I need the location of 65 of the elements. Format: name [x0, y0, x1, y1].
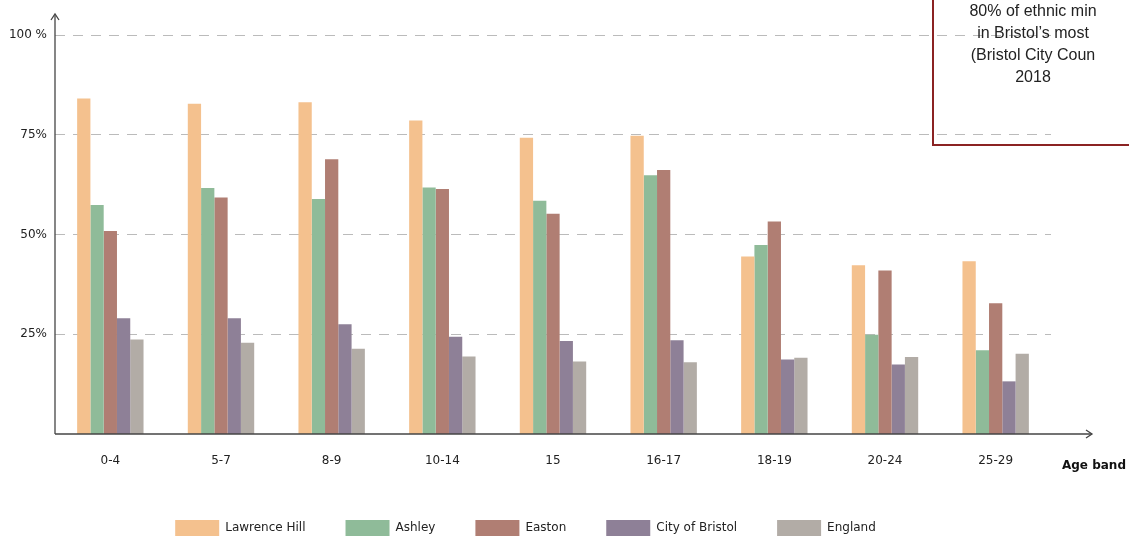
x-tick-label: 8-9	[321, 453, 342, 468]
bar	[325, 159, 339, 434]
bar	[103, 230, 117, 434]
bar	[865, 334, 879, 434]
bar	[851, 265, 866, 434]
bar	[435, 189, 449, 434]
bar	[683, 362, 697, 434]
bar	[214, 197, 228, 434]
bar	[1015, 353, 1029, 434]
y-tick-label: 100 %	[8, 27, 47, 42]
callout-box: 80% of ethnic min in Bristol’s most (Bristol City Coun 2018	[932, 0, 1129, 146]
bar	[891, 364, 905, 434]
bar	[1002, 381, 1016, 434]
x-axis-title: Age band	[1061, 458, 1126, 473]
bar	[975, 350, 990, 434]
bar	[298, 102, 312, 434]
bar	[130, 339, 144, 434]
bar	[741, 256, 755, 434]
x-tick-label: 15	[545, 453, 561, 468]
bar	[546, 213, 560, 434]
bar	[533, 200, 547, 434]
y-tick-label: 25%	[20, 326, 47, 341]
legend-label: City of Bristol	[656, 520, 738, 535]
x-tick-label: 25-29	[978, 453, 1014, 468]
legend-label: Lawrence Hill	[225, 520, 306, 535]
bar	[409, 120, 423, 434]
bar	[643, 175, 658, 434]
bar	[572, 361, 587, 434]
bar	[904, 357, 919, 434]
x-tick-label: 16-17	[646, 453, 682, 468]
bar	[77, 98, 91, 434]
legend-label: Ashley	[395, 520, 436, 535]
bar	[794, 357, 808, 434]
bar	[657, 169, 671, 434]
bar	[670, 340, 684, 434]
bar	[754, 244, 768, 434]
bar	[227, 318, 241, 434]
bar	[90, 205, 104, 434]
bar	[519, 137, 534, 434]
bar	[338, 324, 352, 434]
bar	[630, 135, 644, 434]
bar	[116, 318, 131, 434]
bar	[989, 303, 1003, 434]
bar	[767, 221, 781, 434]
bar	[240, 342, 255, 434]
x-tick-label: 18-19	[756, 453, 792, 468]
y-tick-label: 50%	[20, 226, 47, 241]
x-tick-label: 5-7	[211, 453, 231, 468]
y-tick-label: 75%	[20, 126, 47, 141]
x-tick-label: 10-14	[424, 453, 460, 468]
bar	[559, 341, 573, 434]
legend-label: England	[827, 520, 876, 535]
bar	[187, 103, 202, 434]
bar	[311, 199, 326, 434]
bar	[780, 359, 795, 434]
x-tick-label: 20-24	[867, 453, 903, 468]
bar	[962, 261, 976, 434]
legend-label: Easton	[525, 520, 567, 535]
bar	[878, 270, 892, 434]
bar	[422, 187, 436, 434]
x-tick-label: 0-4	[100, 453, 121, 468]
bar	[462, 356, 476, 434]
bar	[351, 348, 365, 434]
bar	[201, 187, 215, 434]
bar	[448, 336, 463, 434]
